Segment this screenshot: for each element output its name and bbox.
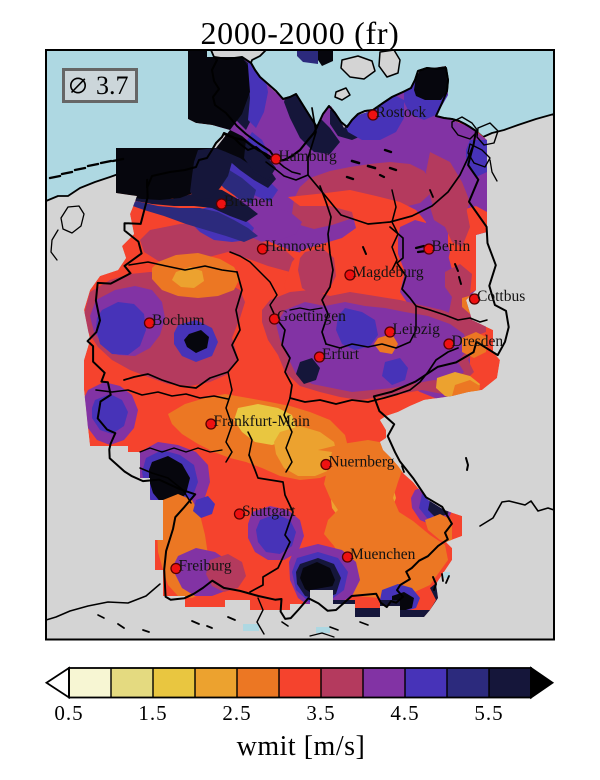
svg-text:Dresden: Dresden — [452, 333, 504, 350]
svg-text:Hamburg: Hamburg — [279, 148, 338, 165]
svg-text:Leipzig: Leipzig — [393, 321, 441, 338]
svg-text:Stuttgart: Stuttgart — [242, 503, 296, 520]
svg-text:3.7: 3.7 — [96, 71, 129, 100]
svg-text:Freiburg: Freiburg — [179, 558, 232, 575]
svg-text:2.5: 2.5 — [222, 701, 251, 725]
svg-text:4.5: 4.5 — [390, 701, 419, 725]
svg-text:Erfurt: Erfurt — [322, 346, 360, 363]
svg-text:Goettingen: Goettingen — [277, 308, 346, 325]
svg-text:0.5: 0.5 — [54, 701, 83, 725]
svg-text:Frankfurt-Main: Frankfurt-Main — [214, 413, 311, 430]
svg-text:5.5: 5.5 — [474, 701, 503, 725]
svg-text:1.5: 1.5 — [138, 701, 167, 725]
svg-text:Bremen: Bremen — [224, 193, 273, 210]
svg-text:Muenchen: Muenchen — [350, 546, 416, 563]
svg-text:3.5: 3.5 — [306, 701, 335, 725]
svg-text:2000-2000 (fr): 2000-2000 (fr) — [200, 15, 399, 51]
svg-text:wmit [m/s]: wmit [m/s] — [237, 731, 366, 762]
svg-text:Cottbus: Cottbus — [477, 288, 525, 305]
svg-text:Berlin: Berlin — [432, 238, 471, 255]
svg-text:Bochum: Bochum — [152, 312, 205, 329]
svg-text:Nuernberg: Nuernberg — [329, 454, 395, 471]
svg-text:Rostock: Rostock — [376, 104, 427, 121]
svg-text:Hannover: Hannover — [265, 238, 327, 255]
svg-text:Magdeburg: Magdeburg — [353, 264, 424, 281]
